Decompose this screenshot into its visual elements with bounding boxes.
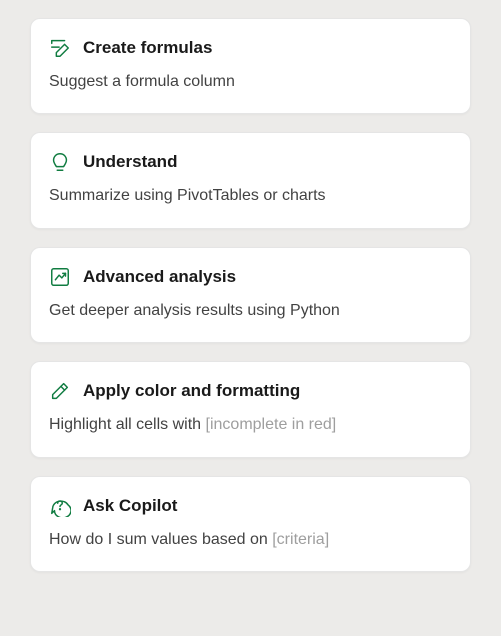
card-subtitle: How do I sum values based on [criteria]: [49, 529, 452, 551]
card-title: Create formulas: [83, 38, 212, 58]
subtitle-text: Get deeper analysis results using Python: [49, 302, 340, 319]
card-title: Ask Copilot: [83, 496, 177, 516]
edit-pen-icon: [49, 37, 71, 59]
subtitle-text: Suggest a formula column: [49, 73, 235, 90]
advanced-analysis-card[interactable]: Advanced analysis Get deeper analysis re…: [30, 247, 471, 343]
card-header: Advanced analysis: [49, 266, 452, 288]
card-title: Apply color and formatting: [83, 381, 300, 401]
pencil-icon: [49, 380, 71, 402]
apply-formatting-card[interactable]: Apply color and formatting Highlight all…: [30, 361, 471, 457]
card-header: Understand: [49, 151, 452, 173]
card-header: Ask Copilot: [49, 495, 452, 517]
subtitle-text: Summarize using PivotTables or charts: [49, 187, 326, 204]
card-title: Advanced analysis: [83, 267, 236, 287]
create-formulas-card[interactable]: Create formulas Suggest a formula column: [30, 18, 471, 114]
lightbulb-icon: [49, 151, 71, 173]
subtitle-placeholder: [criteria]: [272, 531, 329, 548]
subtitle-text: How do I sum values based on: [49, 531, 272, 548]
subtitle-text: Highlight all cells with: [49, 416, 206, 433]
card-subtitle: Suggest a formula column: [49, 71, 452, 93]
card-header: Create formulas: [49, 37, 452, 59]
card-subtitle: Highlight all cells with [incomplete in …: [49, 414, 452, 436]
question-bubble-icon: [49, 495, 71, 517]
subtitle-placeholder: [incomplete in red]: [206, 416, 337, 433]
card-subtitle: Get deeper analysis results using Python: [49, 300, 452, 322]
understand-card[interactable]: Understand Summarize using PivotTables o…: [30, 132, 471, 228]
card-title: Understand: [83, 152, 177, 172]
card-subtitle: Summarize using PivotTables or charts: [49, 185, 452, 207]
card-header: Apply color and formatting: [49, 380, 452, 402]
trend-up-icon: [49, 266, 71, 288]
ask-copilot-card[interactable]: Ask Copilot How do I sum values based on…: [30, 476, 471, 572]
